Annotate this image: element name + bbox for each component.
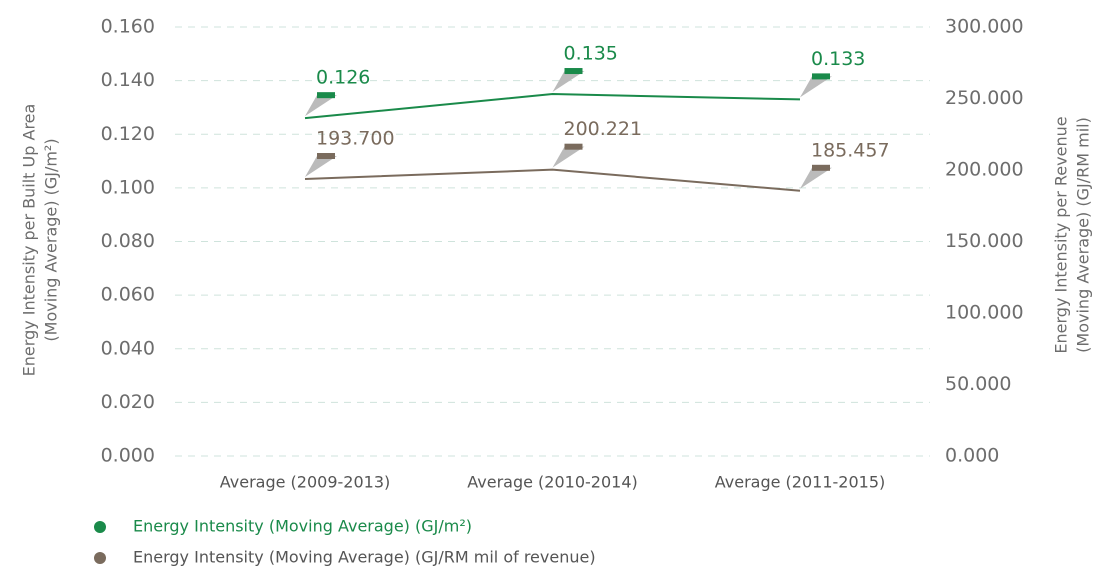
x-tick-label: Average (2010-2014) bbox=[467, 473, 637, 492]
x-tick-label: Average (2011-2015) bbox=[715, 473, 885, 492]
y2-tick-label: 300.000 bbox=[945, 16, 1024, 38]
label-callout bbox=[552, 71, 585, 93]
label-marker bbox=[812, 164, 830, 171]
legend-label: Energy Intensity (Moving Average) (GJ/m²… bbox=[133, 517, 472, 536]
x-tick-label: Average (2009-2013) bbox=[220, 473, 390, 492]
y-tick-label: 0.040 bbox=[101, 337, 155, 359]
y-tick-label: 0.100 bbox=[101, 176, 155, 198]
label-marker bbox=[317, 153, 335, 160]
label-marker bbox=[812, 73, 830, 80]
y2-tick-label: 150.000 bbox=[945, 230, 1024, 252]
label-marker bbox=[564, 143, 583, 150]
label-marker bbox=[564, 68, 583, 75]
label-marker bbox=[317, 92, 335, 99]
y2-axis-title: Energy Intensity per Revenue bbox=[1052, 116, 1071, 353]
data-label: 185.457 bbox=[811, 139, 890, 161]
y-axis-title: (Moving Average) (GJ/m²) bbox=[42, 138, 61, 341]
y2-tick-label: 100.000 bbox=[945, 302, 1024, 324]
label-callout bbox=[800, 76, 832, 98]
data-label: 0.126 bbox=[316, 67, 370, 89]
legend-label: Energy Intensity (Moving Average) (GJ/RM… bbox=[133, 548, 596, 567]
y-tick-label: 0.000 bbox=[101, 445, 155, 467]
data-label: 0.135 bbox=[564, 43, 618, 65]
y-tick-label: 0.020 bbox=[101, 391, 155, 413]
legend-marker bbox=[94, 521, 106, 533]
label-callout bbox=[305, 156, 337, 178]
series-line bbox=[304, 168, 801, 192]
y-axis-title: Energy Intensity per Built Up Area bbox=[20, 104, 39, 377]
label-callout bbox=[305, 95, 337, 117]
y2-tick-label: 50.000 bbox=[945, 373, 1011, 395]
label-callout bbox=[552, 146, 585, 168]
y-tick-label: 0.080 bbox=[101, 230, 155, 252]
legend-marker bbox=[94, 552, 106, 564]
series-line bbox=[304, 93, 801, 120]
y2-axis-title: (Moving Average) (GJ/RM mil) bbox=[1074, 117, 1093, 353]
y2-tick-label: 250.000 bbox=[945, 87, 1024, 109]
data-label: 200.221 bbox=[564, 118, 643, 140]
y-tick-label: 0.060 bbox=[101, 284, 155, 306]
y-tick-label: 0.140 bbox=[101, 69, 155, 91]
y2-tick-label: 0.000 bbox=[945, 445, 999, 467]
data-label: 0.133 bbox=[811, 48, 865, 70]
data-label: 193.700 bbox=[316, 128, 395, 150]
y2-tick-label: 200.000 bbox=[945, 159, 1024, 181]
y-tick-label: 0.160 bbox=[101, 16, 155, 38]
label-callout bbox=[800, 167, 832, 189]
y-tick-label: 0.120 bbox=[101, 123, 155, 145]
